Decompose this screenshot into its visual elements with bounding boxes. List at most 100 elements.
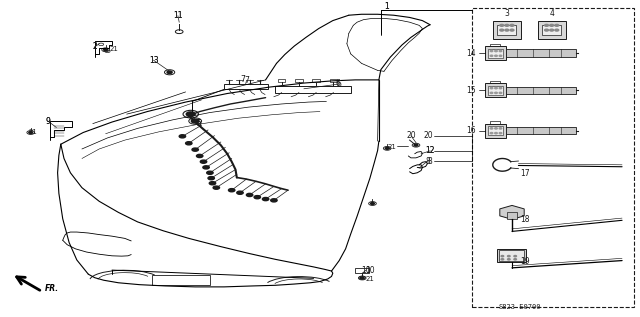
Circle shape <box>499 92 502 94</box>
Circle shape <box>495 92 497 94</box>
Circle shape <box>501 256 504 257</box>
Text: 21: 21 <box>109 46 118 52</box>
Circle shape <box>499 87 502 89</box>
Text: 21: 21 <box>29 129 38 134</box>
Circle shape <box>500 29 504 31</box>
Bar <box>312 79 320 82</box>
Circle shape <box>495 133 497 134</box>
Circle shape <box>262 197 269 201</box>
Bar <box>485 124 506 138</box>
Circle shape <box>237 191 243 194</box>
Text: 1: 1 <box>384 3 388 11</box>
Text: 20: 20 <box>424 131 434 140</box>
Text: 18: 18 <box>520 215 529 224</box>
Circle shape <box>167 71 172 74</box>
Text: 19: 19 <box>520 257 530 266</box>
Bar <box>497 25 516 35</box>
Circle shape <box>179 135 186 138</box>
Text: 20: 20 <box>406 131 416 140</box>
Circle shape <box>508 256 510 257</box>
Text: 12: 12 <box>426 146 435 155</box>
Bar <box>224 84 268 89</box>
Circle shape <box>508 259 510 260</box>
Circle shape <box>501 259 504 260</box>
Circle shape <box>29 132 33 133</box>
Circle shape <box>545 24 548 26</box>
Text: 1: 1 <box>384 3 388 11</box>
Bar <box>330 79 337 82</box>
Circle shape <box>490 128 493 129</box>
Text: 7: 7 <box>241 75 246 84</box>
Bar <box>355 268 369 273</box>
Circle shape <box>104 49 108 51</box>
Bar <box>507 212 517 219</box>
Circle shape <box>228 189 235 192</box>
Circle shape <box>545 29 548 31</box>
Text: 8: 8 <box>425 157 430 165</box>
Circle shape <box>207 171 213 174</box>
Circle shape <box>499 55 502 56</box>
Circle shape <box>254 196 260 199</box>
Circle shape <box>490 133 493 134</box>
Text: 12: 12 <box>426 146 435 155</box>
Circle shape <box>495 50 497 52</box>
Bar <box>472 8 634 307</box>
Circle shape <box>555 24 559 26</box>
Text: 2: 2 <box>92 42 97 51</box>
Circle shape <box>505 24 509 26</box>
Circle shape <box>514 259 516 260</box>
Text: 5: 5 <box>196 119 201 128</box>
Circle shape <box>385 147 389 149</box>
Bar <box>295 79 303 82</box>
Circle shape <box>186 112 195 116</box>
Text: 11: 11 <box>173 11 182 20</box>
Bar <box>488 86 503 95</box>
Circle shape <box>499 133 502 134</box>
Text: 13: 13 <box>148 56 159 65</box>
Text: 13: 13 <box>148 56 159 65</box>
Text: 9: 9 <box>45 117 51 126</box>
Bar <box>506 87 576 94</box>
Bar <box>488 126 503 135</box>
Text: 8: 8 <box>428 157 433 165</box>
Bar <box>506 49 576 57</box>
Text: 3: 3 <box>504 9 509 18</box>
Circle shape <box>550 29 554 31</box>
Bar <box>485 83 506 97</box>
Bar <box>493 21 521 39</box>
Text: 10: 10 <box>361 266 371 275</box>
Circle shape <box>200 160 207 163</box>
Text: 11: 11 <box>173 11 182 20</box>
Circle shape <box>191 119 199 123</box>
Circle shape <box>514 256 516 257</box>
Text: 17: 17 <box>520 169 530 178</box>
Text: 2: 2 <box>92 42 97 51</box>
Circle shape <box>192 148 198 151</box>
Bar <box>275 86 351 93</box>
Bar <box>499 250 524 261</box>
Circle shape <box>213 186 220 189</box>
Bar <box>488 49 503 58</box>
Circle shape <box>550 24 554 26</box>
Text: 6: 6 <box>337 80 342 88</box>
Circle shape <box>203 166 209 169</box>
Text: S823-E0700: S823-E0700 <box>499 305 541 310</box>
Text: 4: 4 <box>549 9 554 18</box>
Circle shape <box>500 24 504 26</box>
Circle shape <box>490 87 493 89</box>
Bar <box>542 25 561 35</box>
Text: 6: 6 <box>335 79 340 87</box>
Circle shape <box>414 144 418 146</box>
Circle shape <box>495 87 497 89</box>
Circle shape <box>495 128 497 129</box>
Bar <box>278 79 285 82</box>
Bar <box>538 21 566 39</box>
Circle shape <box>505 29 509 31</box>
Text: 21: 21 <box>387 145 396 150</box>
Circle shape <box>510 24 514 26</box>
Text: 10: 10 <box>365 266 375 275</box>
Text: 14: 14 <box>466 49 476 58</box>
Circle shape <box>360 277 364 279</box>
Circle shape <box>271 199 277 202</box>
Circle shape <box>209 182 216 185</box>
